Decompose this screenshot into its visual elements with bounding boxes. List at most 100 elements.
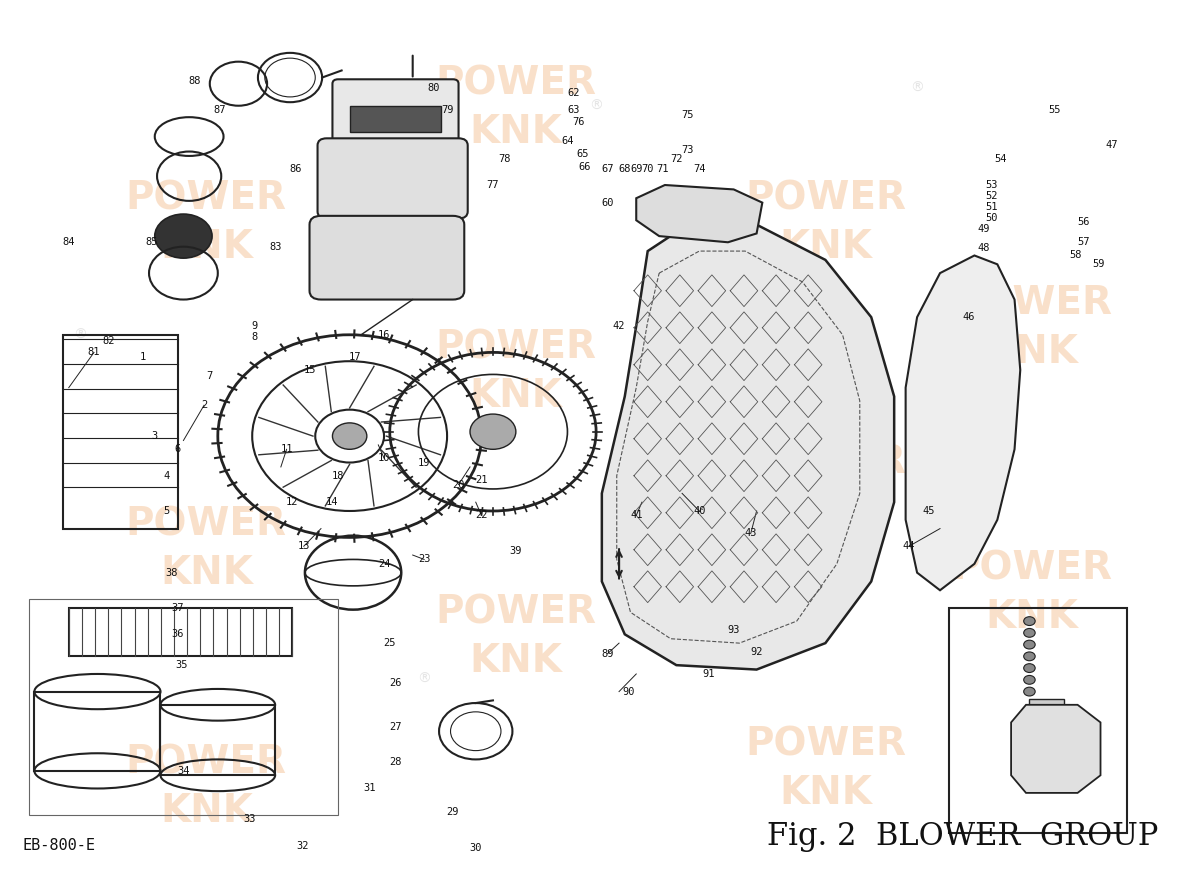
Text: 17: 17: [349, 352, 362, 362]
Text: 23: 23: [418, 554, 430, 565]
Text: 36: 36: [172, 629, 184, 640]
Text: 41: 41: [630, 510, 642, 521]
Text: KNK: KNK: [778, 492, 872, 530]
Text: 28: 28: [389, 757, 401, 767]
Text: 21: 21: [475, 475, 487, 485]
Circle shape: [332, 423, 367, 449]
Text: 14: 14: [326, 497, 339, 507]
Text: 1: 1: [140, 352, 147, 362]
Text: 48: 48: [978, 243, 990, 254]
Circle shape: [155, 214, 213, 258]
Circle shape: [1023, 617, 1035, 626]
Text: 63: 63: [567, 105, 579, 115]
Text: 35: 35: [174, 660, 187, 670]
Text: 84: 84: [62, 237, 75, 248]
Text: 24: 24: [377, 559, 390, 569]
Text: POWER: POWER: [436, 64, 596, 103]
Text: KNK: KNK: [469, 641, 562, 680]
Text: 80: 80: [427, 83, 439, 93]
Text: 4: 4: [164, 470, 170, 481]
Circle shape: [470, 414, 516, 449]
Bar: [160, 705, 275, 775]
Text: KNK: KNK: [985, 597, 1078, 636]
Text: 18: 18: [332, 470, 344, 481]
Text: 57: 57: [1077, 237, 1090, 248]
Text: ®: ®: [417, 671, 431, 685]
Text: POWER: POWER: [952, 285, 1113, 323]
Text: 73: 73: [682, 144, 694, 155]
Circle shape: [739, 432, 786, 467]
Text: 19: 19: [418, 457, 430, 468]
Text: 92: 92: [750, 647, 763, 657]
Text: 50: 50: [985, 212, 998, 223]
Text: 76: 76: [573, 116, 585, 127]
Text: 7: 7: [207, 371, 213, 381]
Text: 26: 26: [389, 677, 401, 688]
Text: POWER: POWER: [745, 179, 906, 218]
Text: KNK: KNK: [778, 774, 872, 812]
Text: 60: 60: [602, 197, 614, 208]
Bar: [350, 106, 442, 132]
Text: 45: 45: [922, 506, 935, 516]
Text: 29: 29: [447, 807, 458, 818]
Text: 5: 5: [164, 506, 170, 516]
Text: 52: 52: [985, 190, 998, 201]
Text: 34: 34: [177, 766, 190, 776]
Text: KNK: KNK: [160, 791, 253, 830]
Text: POWER: POWER: [436, 329, 596, 367]
Text: 32: 32: [296, 840, 309, 851]
Polygon shape: [636, 185, 762, 242]
Text: 20: 20: [453, 479, 464, 490]
Bar: [63, 335, 178, 529]
Text: ®: ®: [703, 328, 718, 342]
Text: 10: 10: [377, 453, 390, 463]
Text: 62: 62: [567, 87, 579, 98]
Circle shape: [1023, 676, 1035, 685]
Text: KNK: KNK: [469, 377, 562, 416]
Text: KNK: KNK: [778, 227, 872, 266]
Text: 82: 82: [103, 336, 115, 346]
Text: POWER: POWER: [125, 179, 287, 218]
Text: 71: 71: [657, 164, 669, 174]
Text: 54: 54: [995, 153, 1007, 164]
Text: POWER: POWER: [125, 505, 287, 544]
Text: 88: 88: [189, 76, 201, 86]
Polygon shape: [1011, 705, 1101, 793]
Text: 53: 53: [985, 180, 998, 190]
Circle shape: [1023, 628, 1035, 637]
Text: 77: 77: [487, 180, 499, 190]
Text: 33: 33: [244, 814, 257, 825]
Text: 55: 55: [1048, 105, 1061, 115]
Text: 67: 67: [602, 164, 614, 174]
Text: ®: ®: [73, 328, 87, 342]
Bar: [29, 599, 338, 815]
Text: ®: ®: [589, 99, 603, 113]
Text: 70: 70: [641, 164, 654, 174]
Text: 31: 31: [363, 783, 375, 794]
Text: 40: 40: [693, 506, 706, 516]
Circle shape: [1023, 640, 1035, 649]
Text: Fig. 2  BLOWER  GROUP: Fig. 2 BLOWER GROUP: [768, 821, 1158, 853]
Text: 15: 15: [303, 365, 315, 375]
Text: 16: 16: [377, 329, 390, 340]
Text: KNK: KNK: [985, 333, 1078, 372]
Text: 65: 65: [577, 149, 589, 159]
Text: KNK: KNK: [469, 113, 562, 152]
Circle shape: [1023, 652, 1035, 661]
Text: POWER: POWER: [745, 443, 906, 482]
Text: 51: 51: [985, 202, 998, 212]
Text: POWER: POWER: [436, 593, 596, 632]
Text: POWER: POWER: [125, 743, 287, 781]
Text: 78: 78: [498, 153, 511, 164]
Text: 72: 72: [670, 153, 683, 164]
Text: 89: 89: [602, 648, 614, 659]
Text: 69: 69: [630, 164, 642, 174]
Circle shape: [1023, 663, 1035, 672]
Text: EB-800-E: EB-800-E: [23, 838, 96, 854]
Text: 93: 93: [727, 625, 740, 635]
Text: 87: 87: [214, 105, 227, 115]
Text: 27: 27: [389, 722, 401, 732]
Text: 66: 66: [578, 162, 591, 173]
Text: 9: 9: [252, 321, 258, 331]
Text: KNK: KNK: [160, 553, 253, 592]
